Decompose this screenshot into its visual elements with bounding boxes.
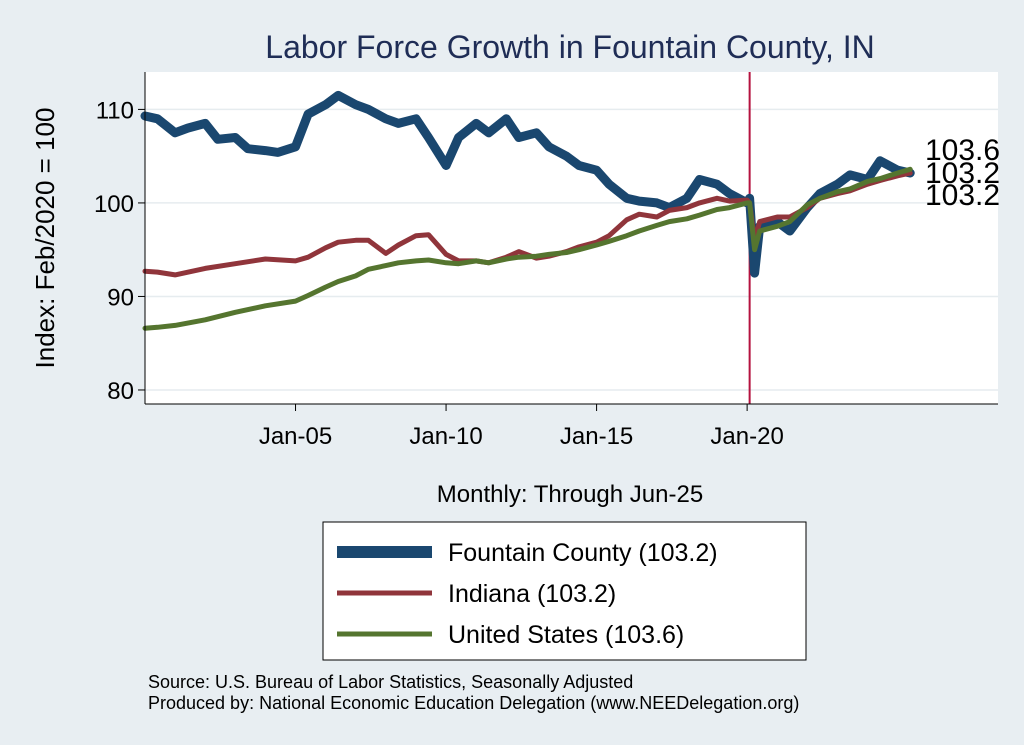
x-axis-label: Monthly: Through Jun-25 [437, 481, 703, 508]
series-line-united-states-103-6 [142, 166, 913, 331]
legend-label-fountain-county-103-2: Fountain County (103.2) [448, 539, 718, 567]
y-tick-label-110: 110 [96, 97, 134, 124]
end-label-2: 103.2 [925, 179, 1000, 212]
series-group [140, 90, 915, 331]
legend-label-united-states-103-6: United States (103.6) [448, 621, 684, 649]
legend-label-indiana-103-2: Indiana (103.2) [448, 580, 616, 608]
y-tick-label-100: 100 [94, 191, 134, 218]
y-axis-label: Index: Feb/2020 = 100 [30, 108, 60, 369]
produced-note: Produced by: National Economic Education… [148, 693, 799, 713]
x-tick-label-jan-10: Jan-10 [409, 423, 482, 450]
y-tick-label-90: 90 [107, 284, 134, 311]
x-tick-label-jan-20: Jan-20 [710, 423, 783, 450]
chart-title: Labor Force Growth in Fountain County, I… [265, 29, 874, 65]
y-tick-label-80: 80 [107, 378, 134, 405]
x-tick-label-jan-15: Jan-15 [560, 423, 633, 450]
end-label-1: 103.2 [925, 157, 1000, 190]
source-note: Source: U.S. Bureau of Labor Statistics,… [148, 672, 633, 692]
x-tick-label-jan-05: Jan-05 [259, 423, 332, 450]
end-label-0: 103.6 [925, 134, 1000, 167]
x-ticks: Jan-05 Jan-10 Jan-15 Jan-20 [259, 404, 784, 450]
legend: Fountain County (103.2) Indiana (103.2) Un… [337, 539, 718, 649]
y-ticks: 80 90 100 110 [94, 97, 145, 405]
plot-area [145, 72, 998, 404]
grid [145, 108, 998, 391]
